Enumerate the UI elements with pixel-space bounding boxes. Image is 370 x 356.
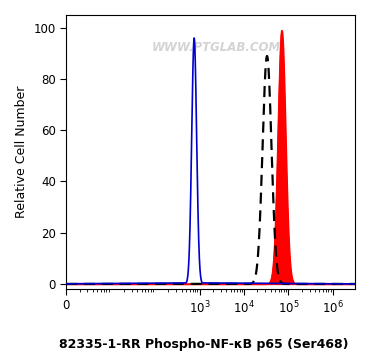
Text: WWW.PTGLAB.COM: WWW.PTGLAB.COM xyxy=(152,41,281,54)
Y-axis label: Relative Cell Number: Relative Cell Number xyxy=(15,86,28,218)
Text: 82335-1-RR Phospho-NF-κB p65 (Ser468): 82335-1-RR Phospho-NF-κB p65 (Ser468) xyxy=(59,337,348,351)
